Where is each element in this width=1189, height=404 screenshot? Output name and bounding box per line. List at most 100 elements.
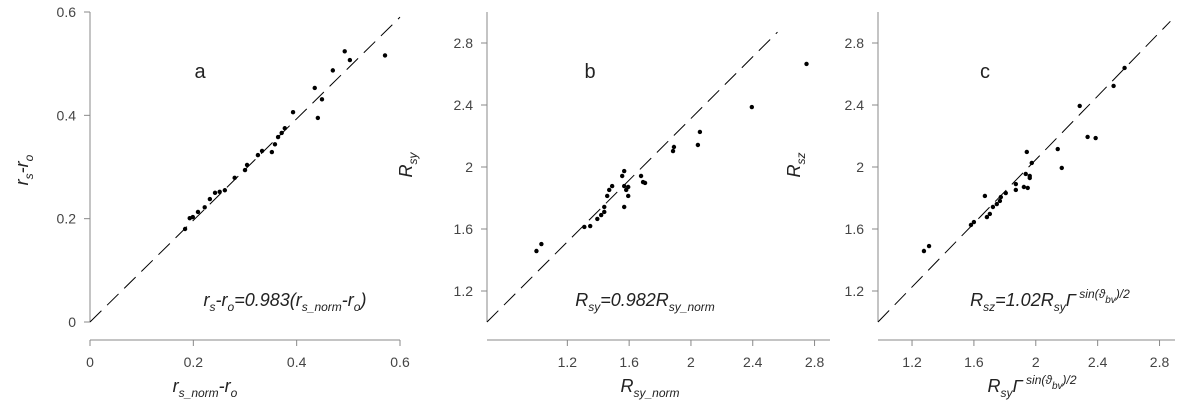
point [182, 226, 188, 232]
point [588, 223, 593, 229]
x-tick-label: 0.4 [287, 354, 307, 370]
label-part: s [22, 173, 36, 179]
point [242, 167, 248, 173]
point [626, 184, 631, 190]
panel-letter: c [980, 61, 990, 83]
point [382, 53, 388, 58]
label-part: r [173, 376, 180, 396]
x-tick-label: 1.2 [902, 354, 922, 370]
point [1029, 160, 1034, 166]
label-part: =1.02R [995, 290, 1054, 310]
label-part: bv [1105, 295, 1117, 306]
point [622, 183, 627, 189]
point [990, 204, 996, 210]
label-part: -r [12, 160, 32, 173]
y-tick-label: 2.8 [845, 35, 865, 51]
point [1003, 190, 1008, 196]
label-part: )/2 [1114, 287, 1130, 301]
label-part: -r [342, 290, 355, 310]
label-part: )/2 [1061, 373, 1077, 387]
point [1013, 181, 1019, 187]
point [342, 49, 347, 54]
y-tick-label: 2.8 [454, 35, 474, 51]
point [1085, 134, 1090, 140]
point [255, 152, 261, 158]
label-part: s_norm [302, 300, 342, 314]
label-part: o [231, 386, 238, 400]
y-tick-label: 0.4 [57, 107, 77, 123]
x-tick-label: 2 [1032, 354, 1040, 370]
label-part: Γ [1012, 376, 1023, 396]
point [269, 149, 275, 155]
y-tick-label: 1.6 [845, 221, 865, 237]
point [582, 224, 587, 230]
label-part: sy_norm [669, 300, 715, 314]
point [1077, 103, 1082, 109]
point [259, 148, 265, 154]
point [190, 214, 196, 220]
point [319, 97, 325, 102]
label-part: R [970, 290, 983, 310]
point [1027, 173, 1032, 179]
point [982, 193, 988, 199]
point [926, 243, 932, 249]
point [994, 201, 999, 207]
x-tick-label: 2.4 [1088, 354, 1108, 370]
point [275, 134, 281, 140]
y-axis-label: rs-ro [12, 154, 36, 185]
point [202, 205, 207, 210]
point [217, 189, 222, 194]
point [626, 193, 631, 199]
x-tick-label: 2.8 [805, 354, 825, 370]
point [987, 211, 993, 217]
label-part: ) [358, 290, 366, 310]
point [207, 196, 213, 202]
x-tick-label: 1.6 [964, 354, 984, 370]
label-part: sy [1054, 300, 1067, 314]
point [195, 209, 201, 215]
x-tick-label: 1.2 [558, 354, 578, 370]
label-part: o [354, 300, 361, 314]
point [984, 214, 990, 220]
point [607, 187, 612, 193]
point [1023, 171, 1028, 177]
point [290, 110, 296, 115]
point [279, 130, 284, 136]
point [671, 144, 677, 150]
point [670, 148, 676, 154]
equation: Rsy=0.982Rsy_norm [575, 290, 715, 314]
point [595, 216, 600, 222]
point [330, 68, 336, 73]
label-part: s_norm [179, 386, 219, 400]
label-part: R [987, 376, 1000, 396]
y-axis-label: Rsy [396, 152, 420, 178]
point [609, 183, 615, 189]
label-part: sin(ϑ [1076, 287, 1106, 301]
point [695, 142, 701, 148]
label-part: sy_norm [633, 386, 679, 400]
label-part: -r [219, 376, 232, 396]
label-part: sy [406, 152, 420, 165]
y-tick-label: 0.2 [57, 211, 77, 227]
label-part: R [396, 165, 416, 178]
label-part: sy [588, 300, 601, 314]
y-tick-label: 2 [465, 159, 473, 175]
y-tick-label: 1.6 [454, 221, 474, 237]
point [1024, 149, 1030, 155]
label-part: o [228, 300, 235, 314]
x-tick-label: 2.8 [1150, 354, 1170, 370]
point [968, 222, 974, 228]
point [598, 212, 604, 218]
point [602, 209, 607, 215]
point [244, 162, 250, 168]
point [1025, 185, 1030, 191]
point [315, 115, 321, 121]
label-part: R [784, 165, 804, 178]
point [212, 190, 218, 196]
x-tick-label: 2.4 [743, 354, 763, 370]
point [1059, 165, 1064, 171]
label-part: -r [216, 290, 229, 310]
y-axis-label: Rsz [784, 153, 808, 178]
label-part: sz [983, 300, 995, 314]
point [619, 173, 625, 179]
